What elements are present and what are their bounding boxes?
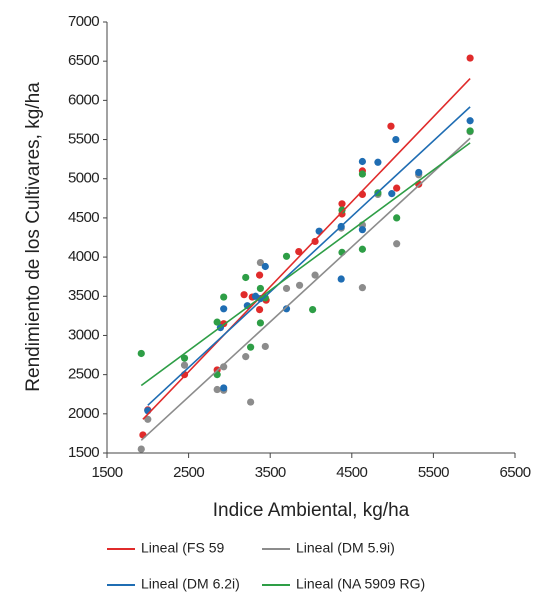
point bbox=[393, 240, 401, 248]
y-tick-label: 3500 bbox=[68, 287, 99, 304]
point bbox=[255, 305, 264, 314]
x-tick-label: 3500 bbox=[255, 464, 286, 481]
y-tick-label: 4000 bbox=[68, 248, 99, 265]
y-tick-label: 3000 bbox=[68, 326, 99, 343]
point bbox=[466, 117, 474, 125]
point bbox=[393, 214, 401, 222]
point bbox=[144, 415, 152, 423]
point bbox=[137, 445, 145, 453]
y-tick-label: 5500 bbox=[68, 131, 99, 148]
point bbox=[358, 170, 367, 178]
trendline bbox=[140, 142, 471, 387]
legend-label: Lineal (NA 5909 RG) bbox=[296, 576, 425, 592]
point bbox=[247, 398, 255, 406]
x-tick-label: 1500 bbox=[92, 464, 123, 481]
point bbox=[213, 385, 221, 394]
point bbox=[338, 200, 346, 208]
point bbox=[247, 343, 255, 351]
y-axis-title: Rendimiento de los Cultivares, kg/ha bbox=[23, 82, 44, 392]
point bbox=[282, 305, 291, 313]
point bbox=[256, 319, 265, 327]
legend-label: Lineal (DM 5.9i) bbox=[296, 540, 395, 556]
point bbox=[309, 305, 317, 314]
x-tick-label: 4500 bbox=[336, 464, 367, 481]
point bbox=[220, 305, 228, 313]
point bbox=[242, 353, 250, 361]
point bbox=[256, 284, 265, 293]
point bbox=[466, 54, 474, 62]
point bbox=[220, 363, 228, 371]
y-tick-label: 6500 bbox=[68, 52, 99, 69]
x-tick-label: 5500 bbox=[418, 464, 449, 481]
point bbox=[466, 127, 474, 135]
point bbox=[358, 226, 367, 234]
legend-label: Lineal (FS 59 bbox=[141, 540, 224, 556]
x-tick-label: 2500 bbox=[173, 464, 204, 481]
point bbox=[180, 354, 189, 362]
y-tick-label: 2000 bbox=[68, 405, 99, 422]
point bbox=[242, 273, 250, 282]
y-tick-label: 1500 bbox=[68, 444, 99, 461]
point bbox=[137, 349, 145, 358]
point bbox=[256, 258, 265, 267]
point bbox=[240, 291, 248, 299]
point bbox=[261, 262, 269, 271]
y-tick-label: 2500 bbox=[68, 366, 99, 383]
point bbox=[282, 252, 291, 260]
point bbox=[392, 135, 400, 144]
point bbox=[358, 157, 367, 166]
point bbox=[374, 158, 382, 166]
point bbox=[282, 284, 291, 293]
point bbox=[415, 168, 423, 177]
x-axis-title: Indice Ambiental, kg/ha bbox=[213, 500, 410, 521]
y-tick-label: 4500 bbox=[68, 209, 99, 226]
point bbox=[295, 248, 303, 256]
point bbox=[311, 271, 319, 279]
point bbox=[243, 302, 251, 310]
point bbox=[358, 284, 367, 292]
x-tick-label: 6500 bbox=[500, 464, 531, 481]
point bbox=[393, 184, 401, 192]
y-tick-label: 5000 bbox=[68, 170, 99, 187]
point bbox=[337, 275, 345, 283]
point bbox=[311, 237, 319, 246]
trendline bbox=[147, 106, 471, 406]
point bbox=[358, 245, 367, 253]
point bbox=[261, 342, 269, 351]
point bbox=[387, 122, 395, 130]
point bbox=[220, 384, 228, 392]
point bbox=[338, 206, 346, 214]
y-tick-label: 7000 bbox=[68, 13, 99, 30]
point bbox=[295, 281, 304, 289]
trendline bbox=[140, 137, 471, 441]
point bbox=[180, 361, 189, 369]
point bbox=[213, 318, 221, 326]
trendline bbox=[142, 78, 471, 420]
y-tick-label: 6000 bbox=[68, 91, 99, 108]
point bbox=[220, 293, 228, 301]
point bbox=[255, 271, 264, 279]
legend-label: Lineal (DM 6.2i) bbox=[141, 576, 240, 592]
point bbox=[388, 190, 396, 198]
